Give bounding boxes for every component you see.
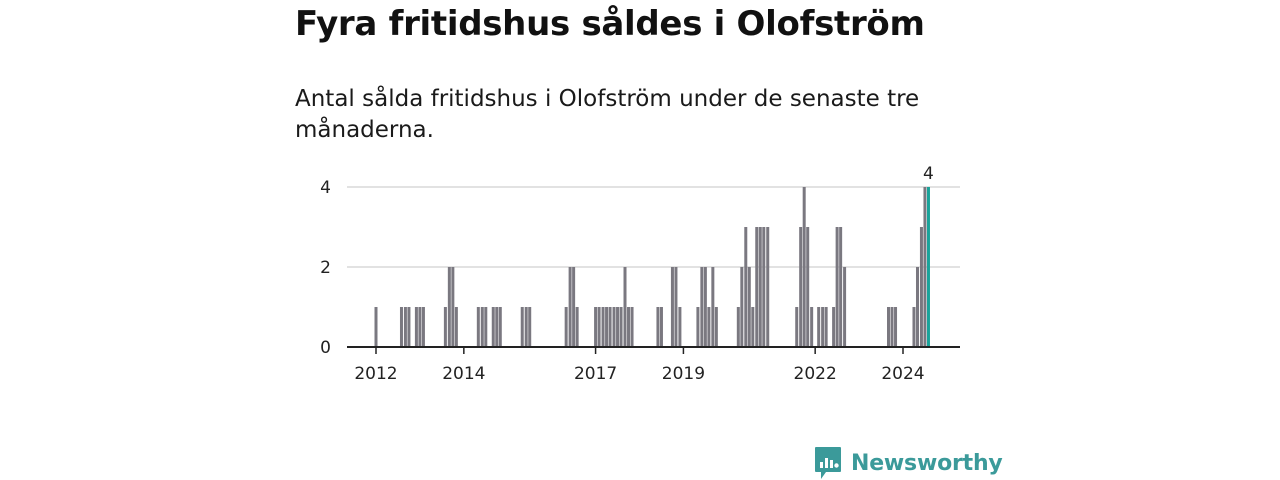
bar	[894, 307, 898, 347]
bar	[498, 307, 502, 347]
chart-title: Fyra fritidshus såldes i Olofström	[295, 4, 925, 44]
bar	[821, 307, 825, 347]
bar	[700, 267, 704, 347]
bar	[627, 307, 631, 347]
bar	[520, 307, 524, 347]
brand: Newsworthy	[814, 446, 1003, 480]
bar	[656, 307, 660, 347]
bar	[524, 307, 528, 347]
bar	[799, 227, 803, 347]
bar	[443, 307, 447, 347]
bar	[758, 227, 762, 347]
bar	[714, 307, 718, 347]
x-tick-label: 2012	[354, 364, 397, 384]
bar	[890, 307, 894, 347]
bar	[374, 307, 378, 347]
bar	[795, 307, 799, 347]
bar	[832, 307, 836, 347]
bar	[605, 307, 609, 347]
bar	[594, 307, 598, 347]
bar	[810, 307, 814, 347]
bar	[744, 227, 748, 347]
bar	[630, 307, 634, 347]
bar	[568, 267, 572, 347]
bar	[601, 307, 605, 347]
bar	[923, 187, 927, 347]
y-tick-label: 2	[320, 258, 331, 278]
bar	[839, 227, 843, 347]
newsworthy-logo-icon	[815, 447, 841, 479]
y-tick-label: 0	[320, 338, 331, 358]
x-tick-label: 2014	[442, 364, 485, 384]
bar	[454, 307, 458, 347]
bar	[414, 307, 418, 347]
highlight-value-label: 4	[923, 164, 934, 184]
bar	[484, 307, 488, 347]
bar	[766, 227, 770, 347]
bar	[674, 267, 678, 347]
bar	[451, 267, 455, 347]
gridlines	[347, 186, 960, 268]
bar	[843, 267, 847, 347]
bar	[806, 227, 810, 347]
bar	[915, 267, 919, 347]
bar	[802, 187, 806, 347]
bar	[887, 307, 891, 347]
bar	[835, 227, 839, 347]
bar	[399, 307, 403, 347]
bars	[374, 187, 930, 347]
bar	[747, 267, 751, 347]
x-tick-label: 2019	[662, 364, 705, 384]
bar	[564, 307, 568, 347]
bar	[678, 307, 682, 347]
bar	[740, 267, 744, 347]
bar-highlight	[926, 187, 930, 347]
bar	[703, 267, 707, 347]
bar	[619, 307, 623, 347]
bar	[495, 307, 499, 347]
x-tick-label: 2017	[574, 364, 617, 384]
bar	[403, 307, 407, 347]
bar	[447, 267, 451, 347]
bar	[407, 307, 411, 347]
axes	[347, 346, 960, 354]
bar	[572, 267, 576, 347]
bar	[736, 307, 740, 347]
bar	[751, 307, 755, 347]
bar	[616, 307, 620, 347]
bar	[696, 307, 700, 347]
bar	[670, 267, 674, 347]
bar	[480, 307, 484, 347]
chart-subtitle: Antal sålda fritidshus i Olofström under…	[295, 86, 920, 143]
bar	[711, 267, 715, 347]
bar	[707, 307, 711, 347]
labels: 0 2 4 4 2012 2014 2017 2019 2022 2024	[320, 164, 934, 384]
bar	[491, 307, 495, 347]
bar	[612, 307, 616, 347]
x-tick-label: 2024	[881, 364, 924, 384]
bar	[597, 307, 601, 347]
bar	[824, 307, 828, 347]
x-tick-label: 2022	[794, 364, 837, 384]
bar	[418, 307, 422, 347]
bar	[755, 227, 759, 347]
bar	[623, 267, 627, 347]
bar	[421, 307, 425, 347]
bar	[528, 307, 532, 347]
bar	[575, 307, 579, 347]
bar-chart: 0 2 4 4 2012 2014 2017 2019 2022 2024	[320, 164, 960, 384]
y-tick-label: 4	[320, 178, 331, 198]
bar	[762, 227, 766, 347]
bar	[476, 307, 480, 347]
bar	[919, 227, 923, 347]
bar	[608, 307, 612, 347]
brand-name: Newsworthy	[851, 450, 1003, 476]
bar	[912, 307, 916, 347]
bar	[659, 307, 663, 347]
bar	[817, 307, 821, 347]
